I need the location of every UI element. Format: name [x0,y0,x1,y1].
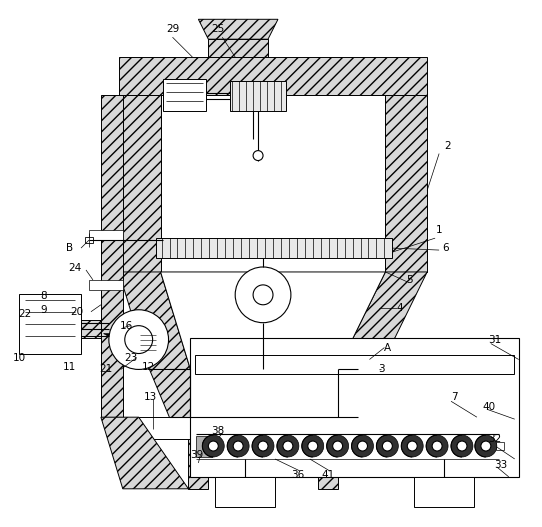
Bar [119,95,160,272]
Text: 24: 24 [68,263,82,273]
Bar [139,333,157,355]
Polygon shape [53,320,101,338]
Circle shape [333,441,343,451]
Circle shape [407,441,417,451]
Polygon shape [198,19,278,39]
Circle shape [208,441,218,451]
Text: 4: 4 [396,303,403,313]
Bar [190,338,519,477]
Polygon shape [318,439,338,489]
Text: 22: 22 [18,309,32,319]
Text: 7: 7 [451,392,457,402]
Circle shape [109,310,169,369]
Polygon shape [103,333,113,339]
Circle shape [308,441,318,451]
Circle shape [253,285,273,305]
Text: 2: 2 [444,141,450,151]
Text: 29: 29 [166,24,179,34]
Circle shape [235,267,291,323]
Circle shape [202,435,224,457]
Text: 39: 39 [190,450,203,460]
Text: 25: 25 [212,24,225,34]
Bar [208,39,268,57]
Circle shape [377,435,398,457]
Text: 11: 11 [62,363,76,373]
Circle shape [383,441,392,451]
Text: 38: 38 [212,426,225,436]
Bar [20,294,81,354]
Text: 6: 6 [442,243,448,253]
Bar [156,238,392,258]
Circle shape [352,435,373,457]
Bar [89,280,123,290]
Bar [263,285,281,305]
Bar [230,81,286,111]
Text: 16: 16 [120,320,133,330]
Polygon shape [338,272,427,369]
Bar [119,57,427,95]
Circle shape [475,435,497,457]
Bar [160,95,385,272]
Bar [414,477,474,507]
Polygon shape [101,417,189,489]
Bar [215,477,275,507]
Circle shape [233,441,243,451]
Circle shape [457,441,467,451]
Text: 20: 20 [70,307,83,317]
Circle shape [227,435,249,457]
Circle shape [258,441,268,451]
Bar [85,237,93,243]
Polygon shape [160,272,385,369]
Text: 32: 32 [488,434,501,444]
Text: 21: 21 [99,365,113,375]
Text: 9: 9 [40,305,47,315]
Circle shape [481,441,491,451]
Circle shape [432,441,442,451]
Circle shape [401,435,423,457]
Text: 31: 31 [488,335,501,345]
Bar [196,355,514,374]
Text: 36: 36 [291,470,305,480]
Text: 10: 10 [13,353,26,363]
Text: 23: 23 [124,353,137,363]
Circle shape [426,435,448,457]
Text: 13: 13 [144,392,157,402]
Circle shape [283,441,293,451]
Circle shape [253,151,263,161]
Bar [163,79,207,111]
Polygon shape [149,369,190,417]
Polygon shape [190,369,338,417]
Polygon shape [119,272,190,369]
Bar [139,417,477,439]
Bar [385,95,427,272]
Text: 1: 1 [436,225,442,235]
Text: 40: 40 [482,402,495,412]
Circle shape [277,435,299,457]
Polygon shape [101,95,123,417]
Text: 5: 5 [406,275,412,285]
Circle shape [302,435,324,457]
Text: 33: 33 [494,460,507,470]
Text: 41: 41 [321,470,334,480]
Text: 3: 3 [378,365,385,375]
Bar [496,442,504,450]
Text: 12: 12 [142,363,155,373]
Bar [89,230,123,240]
Bar [196,436,212,457]
Text: A: A [384,343,391,353]
Polygon shape [189,439,208,489]
Circle shape [252,435,274,457]
Circle shape [125,326,153,354]
Circle shape [451,435,473,457]
Polygon shape [338,369,379,417]
Circle shape [327,435,349,457]
Text: 8: 8 [40,291,47,301]
Text: B: B [66,243,73,253]
Circle shape [358,441,367,451]
